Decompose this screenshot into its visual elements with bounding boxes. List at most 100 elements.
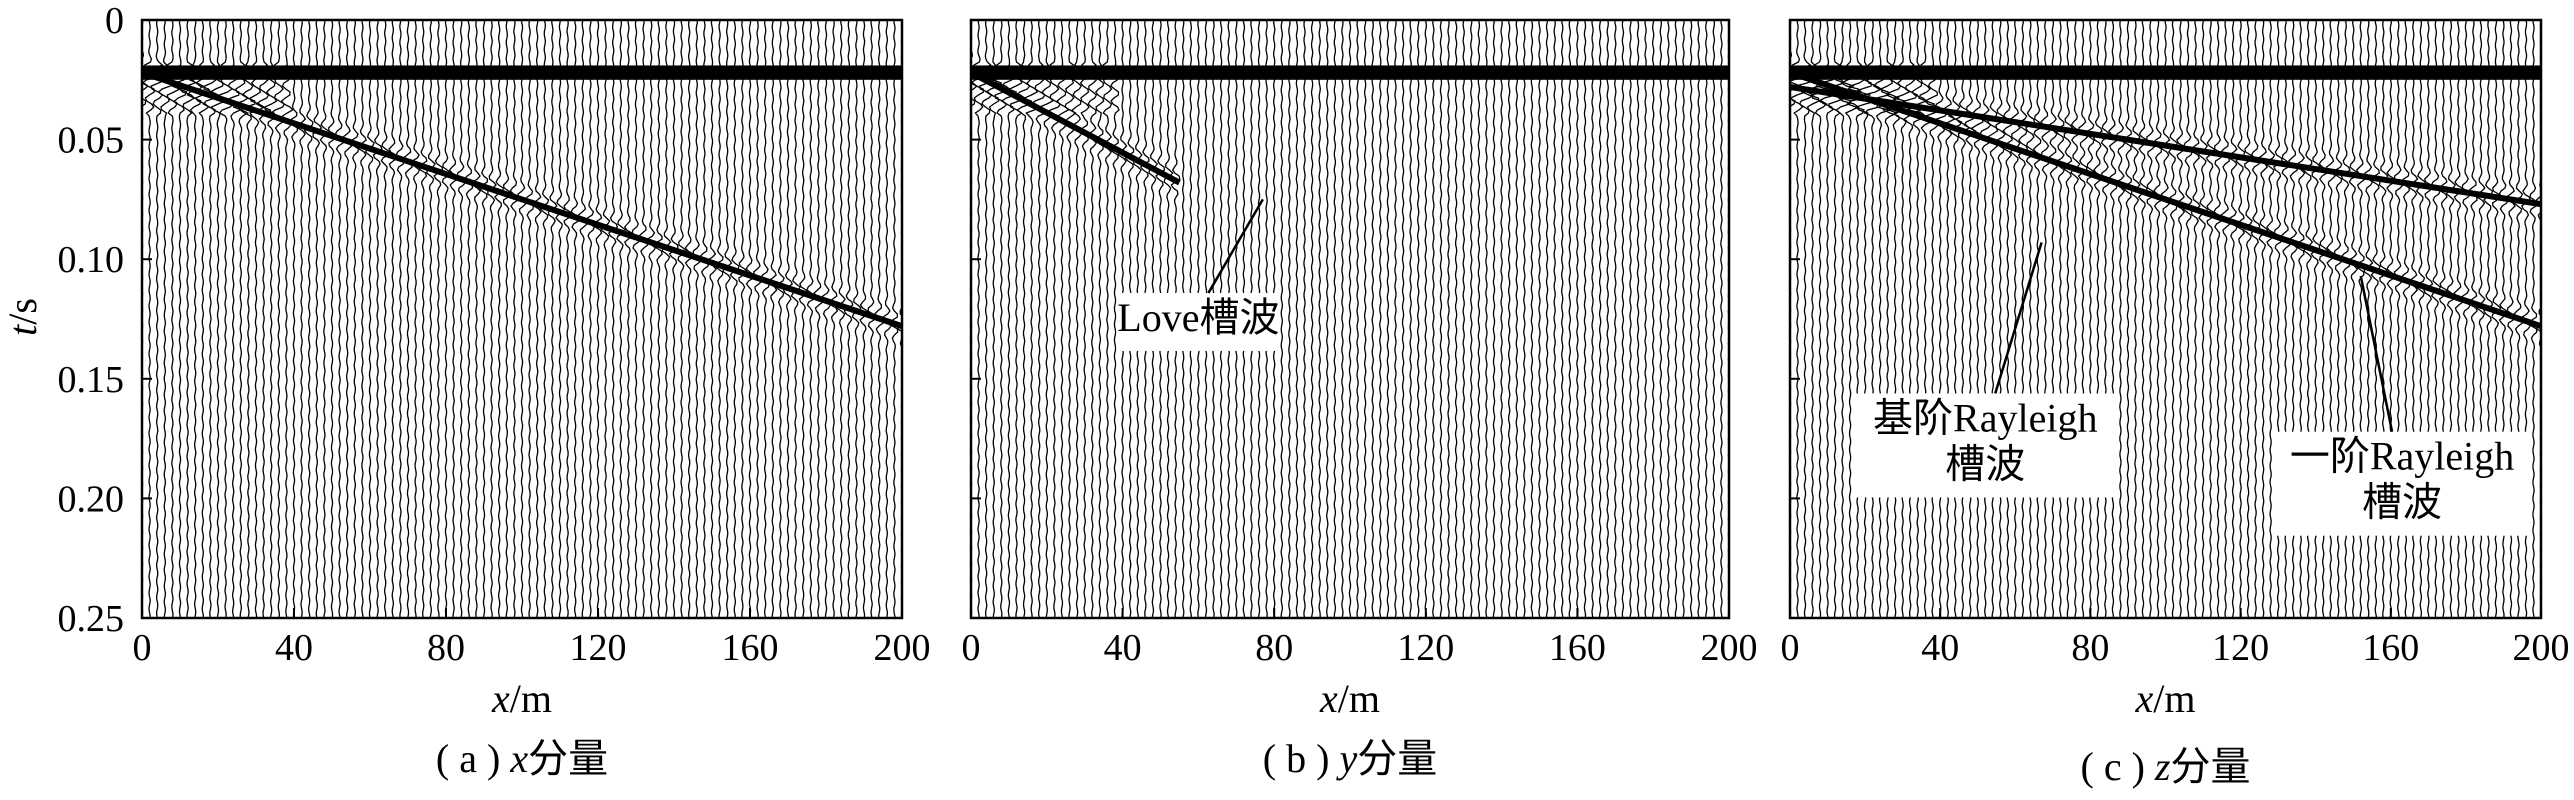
seismic-trace [1568, 20, 1572, 618]
annotation-text: 基阶Rayleigh [1873, 395, 2097, 440]
seismic-trace [2160, 20, 2171, 618]
annotation-box [1116, 292, 1281, 351]
trace-group [1790, 20, 2541, 618]
wavefront-2 [1790, 84, 2541, 208]
seismic-trace [463, 20, 474, 618]
panel-caption: ( c ) z分量 [2081, 744, 2251, 789]
seismic-trace [1906, 20, 1928, 618]
seismic-trace [1492, 20, 1496, 618]
seismic-trace [1530, 20, 1534, 618]
seismic-trace [1394, 20, 1397, 618]
seismic-trace [223, 20, 242, 618]
seismic-trace [616, 20, 627, 618]
x-axis-title-unit: /m [1338, 676, 1380, 721]
seismic-trace [1576, 20, 1579, 618]
seismic-trace [255, 20, 272, 618]
seismic-trace [1432, 20, 1435, 618]
seismic-trace [1636, 20, 1640, 618]
x-axis-title: x/m [491, 676, 552, 721]
seismic-trace [441, 20, 452, 618]
y-axis-title: t/s [0, 298, 45, 336]
seismic-trace [798, 20, 809, 618]
caption-suffix: 分量 [2170, 744, 2250, 789]
seismic-trace [1523, 20, 1526, 618]
seismic-trace [1000, 20, 1018, 618]
seismic-trace [774, 20, 785, 618]
caption-prefix: ( a ) [436, 736, 510, 781]
x-axis-title-var: x [491, 676, 510, 721]
x-tick-label: 200 [1701, 627, 1758, 669]
seismic-trace [1454, 20, 1458, 618]
x-tick-label: 120 [2212, 627, 2269, 669]
seismic-trace [1852, 20, 1878, 618]
seismic-trace [1815, 20, 1840, 618]
seismic-trace [661, 20, 672, 618]
seismic-trace [646, 20, 657, 618]
seismic-trace [1470, 20, 1473, 618]
seismic-trace [888, 20, 899, 618]
annotation-box [2272, 431, 2533, 536]
seismic-trace [2167, 20, 2179, 618]
seismic-trace [2092, 20, 2103, 618]
x-tick-label: 80 [1255, 627, 1293, 669]
seismic-trace [563, 20, 574, 618]
seismic-trace [1363, 20, 1367, 618]
seismic-trace [585, 20, 596, 618]
seismic-trace [745, 20, 756, 618]
seismic-trace [2146, 20, 2157, 618]
seismic-trace [1861, 20, 1886, 618]
seismic-trace [851, 20, 862, 618]
annotation-leader [1994, 242, 2043, 394]
x-tick-label: 160 [1549, 627, 1606, 669]
seismic-trace [1318, 20, 1321, 618]
seismic-trace [555, 20, 566, 618]
seismic-trace [1881, 20, 1906, 618]
seismic-trace [547, 20, 558, 618]
seismic-trace [653, 20, 663, 618]
seismic-trace [677, 20, 688, 618]
seismic-trace [425, 20, 436, 618]
seismic-trace [684, 20, 694, 618]
seismic-trace [2227, 20, 2238, 618]
seismic-trace [1800, 20, 1824, 618]
seismic-trace [2213, 20, 2224, 618]
plot-frame [140, 18, 904, 620]
seismic-trace [1538, 20, 1541, 618]
seismic-trace [1439, 20, 1443, 618]
seismic-trace [1109, 20, 1120, 618]
seismic-trace [523, 20, 534, 618]
seismic-trace [1644, 20, 1647, 618]
y-tick-label: 0.20 [58, 478, 125, 520]
seismic-trace [148, 20, 167, 618]
seismic-trace [1462, 20, 1465, 618]
x-tick-label: 0 [133, 627, 152, 669]
x-tick-label: 160 [722, 627, 779, 669]
seismic-trace [163, 20, 182, 618]
seismic-trace [264, 20, 278, 618]
seismic-trace [171, 20, 189, 618]
annotation-text: 一阶Rayleigh [2290, 434, 2514, 479]
x-axis-title: x/m [1319, 676, 1380, 721]
seismic-trace [1094, 20, 1105, 618]
seismic-trace [2527, 20, 2540, 618]
seismic-trace [456, 20, 467, 618]
seismic-trace [239, 20, 256, 618]
y-axis-title-var: t [0, 324, 45, 336]
seismic-trace [1583, 20, 1587, 618]
plot-frame [969, 18, 1731, 620]
seismic-trace [600, 20, 611, 618]
seismic-trace [478, 20, 489, 618]
seismic-trace [334, 20, 345, 618]
seismic-trace [364, 20, 375, 618]
seismic-trace [782, 20, 794, 618]
seismic-trace [2265, 20, 2276, 618]
seismic-trace [1341, 20, 1344, 618]
seismic-trace [2040, 20, 2051, 618]
seismic-trace [1545, 20, 1549, 618]
seismic-trace [327, 20, 338, 618]
seismic-trace [631, 20, 642, 618]
x-axis-title-var: x [2135, 676, 2154, 721]
seismic-trace [509, 20, 520, 618]
